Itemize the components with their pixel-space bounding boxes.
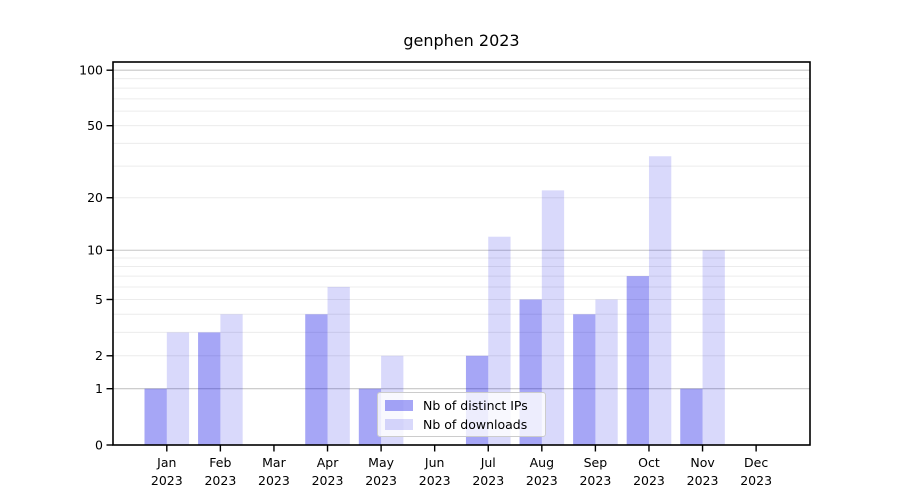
x-tick-label-year-aug: 2023 <box>526 473 558 488</box>
x-tick-label-year-sep: 2023 <box>579 473 611 488</box>
y-tick-label-100: 100 <box>79 63 103 78</box>
x-tick-label-month-apr: Apr <box>317 455 339 470</box>
bar-distinct-ips-nov <box>680 388 703 445</box>
y-tick-label-2: 2 <box>95 348 103 363</box>
legend-row-distinct-ips: Nb of distinct IPs <box>385 398 537 413</box>
y-tick-label-20: 20 <box>87 190 103 205</box>
x-tick-label-month-jan: Jan <box>156 455 176 470</box>
x-tick-label-year-jul: 2023 <box>472 473 504 488</box>
x-tick-label-year-jun: 2023 <box>419 473 451 488</box>
x-tick-label-year-mar: 2023 <box>258 473 290 488</box>
y-tick-label-50: 50 <box>87 118 103 133</box>
legend-swatch-distinct-ips <box>385 399 413 411</box>
bar-downloads-jan <box>166 332 190 445</box>
x-tick-label-month-dec: Dec <box>744 455 768 470</box>
bar-downloads-sep <box>595 299 618 445</box>
bar-downloads-nov <box>702 250 725 445</box>
bar-distinct-ips-oct <box>626 276 649 445</box>
legend-row-downloads: Nb of downloads <box>385 417 537 432</box>
y-tick-label-0: 0 <box>95 437 103 452</box>
bar-downloads-apr <box>327 286 350 445</box>
bar-distinct-ips-apr <box>305 314 328 445</box>
legend-label-distinct-ips: Nb of distinct IPs <box>423 397 528 413</box>
x-tick-label-year-apr: 2023 <box>312 473 344 488</box>
y-tick-label-1: 1 <box>95 381 103 396</box>
legend: Nb of distinct IPs Nb of downloads <box>377 392 546 437</box>
x-tick-label-month-jul: Jul <box>480 455 496 470</box>
x-tick-label-month-sep: Sep <box>584 455 608 470</box>
x-tick-label-year-may: 2023 <box>365 473 397 488</box>
x-tick-label-month-aug: Aug <box>530 455 554 470</box>
x-tick-label-year-oct: 2023 <box>633 473 665 488</box>
chart-title: genphen 2023 <box>403 31 520 50</box>
bar-downloads-oct <box>648 156 672 445</box>
x-tick-label-year-jan: 2023 <box>151 473 183 488</box>
x-tick-label-month-jun: Jun <box>424 455 445 470</box>
x-tick-label-month-oct: Oct <box>638 455 660 470</box>
bar-distinct-ips-feb <box>198 332 221 445</box>
x-tick-label-year-feb: 2023 <box>204 473 236 488</box>
y-tick-label-5: 5 <box>95 292 103 307</box>
x-tick-label-year-dec: 2023 <box>740 473 772 488</box>
bar-downloads-feb <box>220 314 243 445</box>
x-tick-label-month-mar: Mar <box>262 455 286 470</box>
y-tick-label-10: 10 <box>87 243 103 258</box>
legend-swatch-downloads <box>385 418 413 430</box>
x-tick-label-month-feb: Feb <box>209 455 231 470</box>
legend-label-downloads: Nb of downloads <box>423 416 528 432</box>
x-tick-label-month-may: May <box>368 455 394 470</box>
bar-distinct-ips-jan <box>144 388 167 445</box>
bar-distinct-ips-may <box>358 388 382 445</box>
x-tick-label-year-nov: 2023 <box>687 473 719 488</box>
x-tick-label-month-nov: Nov <box>690 455 715 470</box>
axes-spines <box>112 61 811 446</box>
bar-distinct-ips-sep <box>573 314 596 445</box>
bar-downloads-aug <box>541 190 565 445</box>
